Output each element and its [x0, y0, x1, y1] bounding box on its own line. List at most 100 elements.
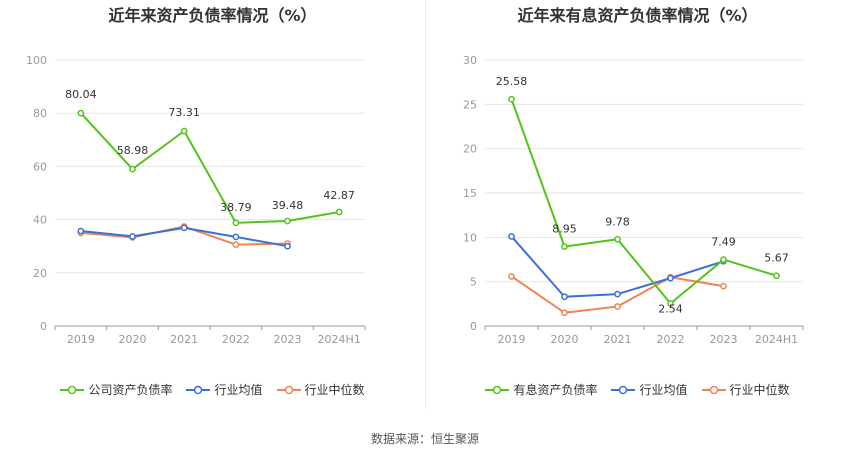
legend-label: 行业中位数 [304, 383, 365, 397]
y-tick-label: 5 [470, 276, 477, 289]
data-point [77, 227, 85, 235]
legend-item[interactable]: 行业中位数 [701, 381, 790, 398]
data-point [129, 165, 136, 173]
data-point [180, 127, 188, 135]
x-tick-label: 2020 [119, 333, 147, 346]
legend-swatch-marker [194, 385, 203, 394]
data-point [720, 256, 727, 263]
data-point [614, 235, 621, 243]
interest-debt-ratio-chart-panel: 近年来有息资产负债率情况（%） 0 5 10 15 20 25 30 2019 2020 2021… [425, 0, 850, 420]
legend-swatch-marker [709, 385, 718, 394]
y-tick-label: 80 [33, 107, 47, 120]
legend-swatch-marker [619, 385, 628, 394]
data-point [614, 290, 621, 298]
y-tick-label: 0 [40, 320, 47, 333]
data-label: 73.31 [168, 106, 200, 119]
series-line [510, 235, 724, 298]
data-label: 25.58 [496, 75, 528, 88]
data-point [284, 217, 291, 225]
data-point [561, 243, 568, 250]
y-tick-label: 60 [33, 160, 47, 173]
debt-ratio-chart-panel: 近年来资产负债率情况（%） 0 20 40 60 80 100 2019 2020 2021 20… [0, 0, 425, 420]
legend-swatch-marker [493, 385, 502, 394]
x-tick-label: 2019 [498, 333, 526, 346]
data-label: 80.04 [65, 88, 97, 101]
data-point [720, 282, 727, 290]
legend-swatch-marker [284, 385, 293, 394]
x-tick-label: 2024H1 [318, 333, 361, 346]
data-point [232, 241, 240, 248]
legend-item[interactable]: 行业均值 [611, 381, 688, 398]
x-tick-label: 2020 [551, 333, 579, 346]
legend-item[interactable]: 行业中位数 [276, 381, 365, 398]
data-label: 5.67 [764, 252, 789, 265]
data-label: 42.87 [323, 189, 355, 202]
series-line [80, 112, 340, 224]
chart-title: 近年来有息资产负债率情况（%） [517, 6, 758, 25]
x-tick-label: 2024H1 [755, 333, 798, 346]
data-label: 9.78 [605, 215, 630, 228]
data-point [667, 274, 674, 282]
data-point [773, 272, 780, 280]
legend-item[interactable]: 行业均值 [186, 381, 263, 398]
legend-swatch-icon [276, 385, 301, 394]
legend-item[interactable]: 公司资产负债率 [60, 381, 172, 398]
debt-ratio-chart: 0 20 40 60 80 100 2019 2020 2021 2022 2023 2024H1 80… [26, 54, 366, 346]
y-tick-label: 10 [463, 231, 477, 244]
legend-label: 行业均值 [214, 383, 263, 397]
x-tick-label: 2021 [604, 333, 632, 346]
data-point [667, 300, 674, 307]
data-point [335, 208, 343, 216]
chart-title: 近年来资产负债率情况（%） [108, 6, 317, 25]
x-tick-label: 2022 [222, 333, 250, 346]
chart-legend: 公司资产负债率 行业均值 行业中位数 [0, 381, 425, 398]
series-line [510, 98, 777, 305]
data-point [508, 95, 515, 103]
legend-swatch-icon [60, 385, 85, 394]
chart-legend: 有息资产负债率 行业均值 行业中位数 [425, 381, 850, 398]
panel-divider [425, 0, 426, 410]
y-tick-label: 100 [26, 54, 47, 67]
data-label: 8.95 [552, 223, 577, 236]
y-tick-label: 20 [463, 143, 477, 156]
data-label: 39.48 [272, 199, 304, 212]
data-point [232, 219, 240, 227]
legend-label: 行业中位数 [729, 383, 790, 397]
interest-debt-ratio-chart: 0 5 10 15 20 25 30 2019 2020 2021 2022 2023 2024H1 25… [463, 54, 804, 346]
data-label: 2.54 [658, 302, 683, 315]
data-point [284, 242, 291, 250]
legend-item[interactable]: 有息资产负债率 [485, 381, 597, 398]
y-tick-label: 20 [33, 267, 47, 280]
data-point [614, 303, 621, 310]
x-tick-label: 2023 [710, 333, 738, 346]
legend-label: 公司资产负债率 [88, 383, 173, 397]
y-tick-label: 0 [470, 320, 477, 333]
data-label: 7.49 [711, 236, 736, 249]
legend-swatch-icon [611, 385, 636, 394]
data-label: 38.79 [220, 201, 252, 214]
y-tick-label: 30 [463, 54, 477, 67]
data-source: 数据来源：恒生聚源 [370, 432, 479, 446]
y-tick-label: 25 [463, 98, 477, 111]
legend-label: 行业均值 [639, 383, 688, 397]
y-tick-label: 15 [463, 187, 477, 200]
legend-swatch-icon [485, 385, 510, 394]
x-tick-label: 2023 [274, 333, 302, 346]
legend-label: 有息资产负债率 [513, 383, 598, 397]
data-label: 58.98 [117, 144, 149, 157]
x-tick-label: 2022 [657, 333, 685, 346]
y-tick-label: 40 [33, 214, 47, 227]
legend-swatch-icon [701, 385, 726, 394]
x-tick-label: 2019 [67, 333, 95, 346]
data-point [508, 272, 515, 280]
data-point [180, 224, 188, 232]
data-point [561, 293, 568, 301]
data-point [129, 233, 136, 240]
legend-swatch-icon [186, 385, 211, 394]
data-point [232, 233, 240, 241]
data-point [77, 109, 85, 117]
data-point [561, 309, 568, 317]
legend-swatch-marker [68, 385, 77, 394]
x-tick-label: 2021 [170, 333, 198, 346]
